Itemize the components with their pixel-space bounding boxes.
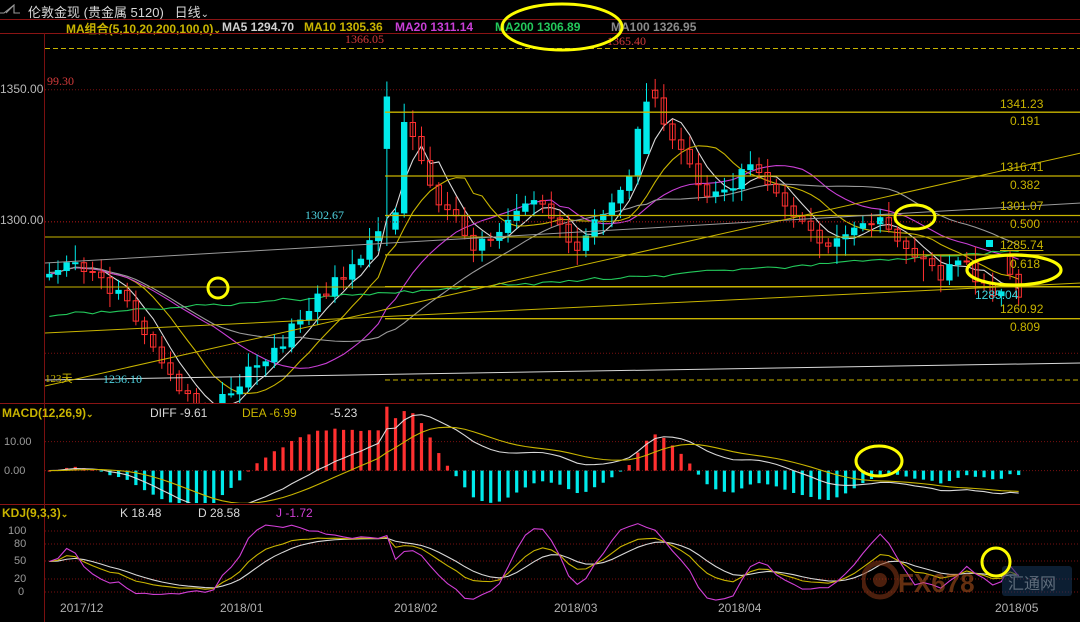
svg-text:1302.67: 1302.67 — [305, 208, 344, 222]
svg-text:1236.10: 1236.10 — [103, 372, 142, 386]
svg-text:99.30: 99.30 — [47, 74, 74, 88]
svg-text:123天: 123天 — [45, 373, 73, 385]
svg-text:1365.40: 1365.40 — [607, 34, 646, 48]
svg-text:1366.05: 1366.05 — [345, 33, 384, 46]
